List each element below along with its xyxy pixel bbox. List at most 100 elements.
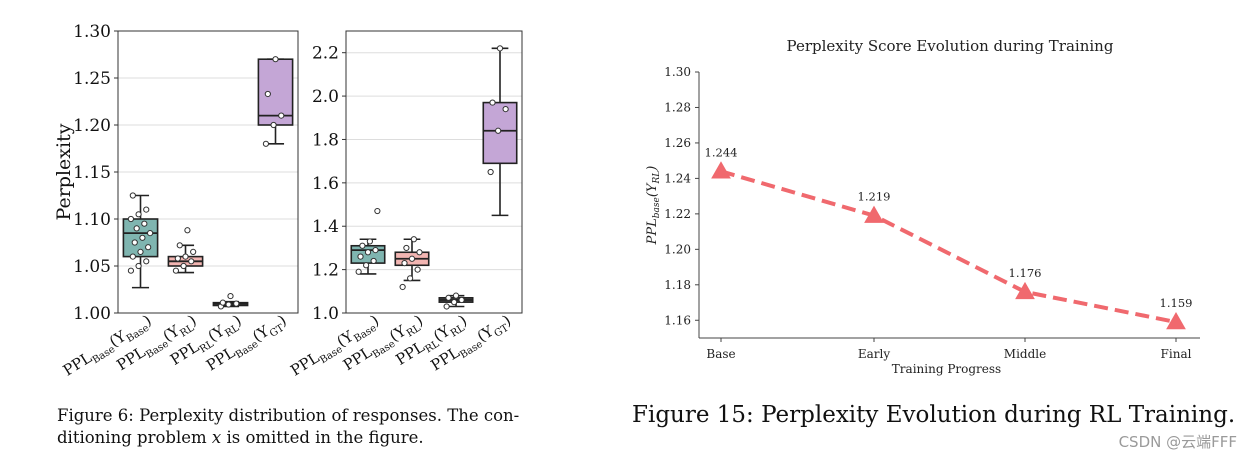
y-tick-label: 1.18 — [664, 278, 691, 292]
data-marker — [1015, 281, 1035, 300]
data-point — [182, 253, 189, 260]
data-point — [445, 294, 452, 301]
data-point — [137, 248, 144, 255]
data-point — [233, 300, 240, 307]
y-tick-label: 1.16 — [664, 313, 691, 327]
watermark: CSDN @云端FFF — [1118, 433, 1237, 451]
y-tick-label: 2.0 — [312, 87, 339, 107]
data-point — [408, 255, 416, 262]
box-1 — [350, 207, 386, 275]
y-tick-label: 1.8 — [312, 130, 339, 150]
y-tick-label: 1.25 — [73, 69, 111, 89]
data-point — [414, 266, 421, 273]
data-marker — [864, 205, 884, 223]
data-label: 1.176 — [1009, 266, 1042, 280]
x-tick-label: Middle — [1004, 347, 1046, 361]
data-point — [143, 258, 150, 265]
data-point — [141, 220, 148, 227]
box-4 — [482, 45, 518, 217]
data-point — [227, 292, 234, 300]
data-point — [407, 275, 414, 282]
data-point — [264, 90, 271, 98]
data-label: 1.159 — [1160, 296, 1193, 310]
plot-frame — [117, 30, 299, 314]
ylabel-paren: (Y — [645, 182, 660, 197]
data-point — [357, 253, 364, 260]
ylabel-arg-subscript: RL — [652, 171, 662, 185]
box-1 — [122, 192, 159, 289]
y-tick-label: 1.6 — [312, 174, 339, 194]
data-point — [489, 99, 496, 106]
data-point — [225, 301, 232, 308]
data-point — [184, 227, 191, 234]
data-point — [372, 246, 379, 254]
boxplot-panel-1: 1.00 1.05 1.10 1.15 1.20 1.25 1.30 Perplexity PP… — [53, 22, 299, 380]
data-point — [370, 257, 377, 265]
y-tick-label: 1.4 — [312, 217, 339, 237]
data-point — [272, 56, 279, 63]
caption-line2-start: ditioning problem — [57, 428, 212, 447]
y-tick-label: 1.22 — [664, 207, 691, 221]
figure-6-caption: Figure 6: Perplexity distribution of res… — [57, 405, 567, 449]
data-marker — [1166, 312, 1186, 330]
data-point — [174, 255, 181, 262]
y-tick-label: 1.30 — [664, 65, 691, 79]
box-3 — [438, 292, 474, 310]
data-point — [374, 207, 381, 215]
x-tick-label: Final — [1161, 347, 1192, 361]
y-tick-label: 1.24 — [664, 171, 691, 185]
y-tick-label: 1.10 — [73, 210, 111, 230]
y-tick-label: 1.26 — [664, 136, 691, 150]
y-tick-label: 1.05 — [73, 257, 111, 277]
boxplot-panel-2: 1.01.21.41.61.82.02.2PPLBase(YBase)PPLBa… — [287, 30, 523, 380]
data-point — [139, 234, 146, 241]
y-tick-label: 1.00 — [73, 304, 111, 324]
x-tick-label: Base — [706, 347, 735, 361]
data-marker — [711, 161, 731, 179]
y-tick-label: 2.2 — [312, 44, 339, 64]
data-point — [146, 230, 154, 237]
data-point — [355, 268, 362, 275]
data-point — [410, 236, 417, 243]
data-point — [133, 225, 140, 232]
data-point — [487, 168, 494, 176]
y-tick-label: 1.30 — [73, 22, 111, 42]
data-point — [416, 249, 423, 256]
box-2 — [394, 236, 430, 291]
data-point — [495, 127, 502, 134]
chart-title: Perplexity Score Evolution during Traini… — [787, 37, 1114, 55]
data-point — [452, 292, 460, 299]
data-label: 1.244 — [705, 145, 738, 159]
data-point — [190, 248, 197, 255]
data-point — [127, 215, 135, 223]
ylabel-subscript: base — [652, 197, 662, 218]
figure-15-caption: Figure 15: Perplexity Evolution during R… — [632, 402, 1236, 428]
data-point — [443, 303, 450, 310]
box-2 — [167, 227, 204, 274]
data-point — [180, 262, 187, 270]
ylabel-close: ) — [645, 166, 660, 172]
data-point — [403, 244, 410, 252]
data-point — [399, 283, 406, 291]
data-point — [188, 258, 195, 265]
box-iqr — [482, 101, 518, 165]
caption-line2-end: is omitted in the figure. — [221, 428, 424, 447]
figure-6-caption-line2: ditioning problem x is omitted in the fi… — [57, 427, 567, 449]
figure-6-caption-line1: Figure 6: Perplexity distribution of res… — [57, 406, 520, 425]
ylabel-main: PPL — [645, 218, 660, 245]
box-3 — [212, 292, 249, 310]
data-point — [131, 239, 138, 246]
data-point — [176, 242, 183, 249]
data-point — [129, 253, 136, 260]
data-point — [278, 112, 285, 119]
line-chart: Perplexity Score Evolution during Traini… — [645, 37, 1200, 376]
data-point — [219, 299, 226, 306]
label-main: PPL — [287, 348, 322, 379]
y-tick-label: 1.28 — [664, 100, 691, 114]
series-line — [720, 169, 1177, 325]
y-tick-label: 1.0 — [312, 304, 339, 324]
data-point — [135, 211, 142, 218]
x-axis-label: Training Progress — [892, 362, 1001, 376]
data-point — [458, 296, 465, 304]
